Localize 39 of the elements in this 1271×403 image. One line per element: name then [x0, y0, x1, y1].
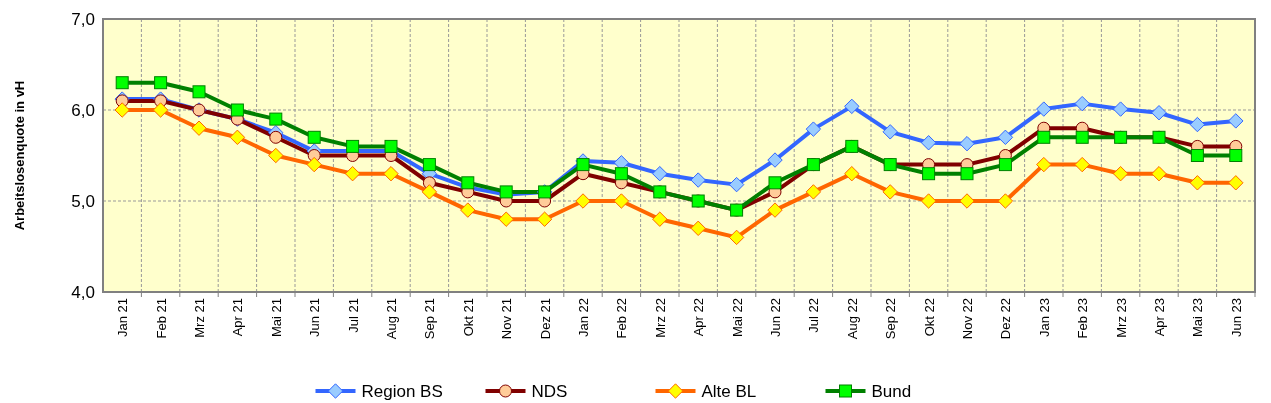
x-tick-label: Nov 21 — [499, 298, 515, 340]
x-tick-label: Mrz 23 — [1113, 298, 1129, 338]
x-tick-label: Jan 21 — [115, 298, 131, 338]
x-tick-label: Mai 21 — [268, 298, 284, 338]
y-axis-title: Arbeitslosenquote in vH — [12, 80, 27, 231]
y-tick-label: 5,0 — [71, 191, 95, 211]
legend-label: Bund — [871, 381, 912, 401]
x-tick-label: Dez 22 — [998, 298, 1014, 340]
x-tick-label: Jan 22 — [576, 298, 591, 338]
legend-label: NDS — [531, 381, 568, 401]
x-tick-label: Sep 22 — [883, 298, 899, 340]
y-tick-label: 4,0 — [71, 282, 95, 302]
x-tick-label: Dez 21 — [537, 298, 553, 340]
x-tick-label: Apr 22 — [691, 298, 707, 337]
legend-label: Alte BL — [701, 381, 757, 401]
x-tick-label: Feb 23 — [1075, 298, 1091, 339]
y-tick-label: 6,0 — [71, 100, 95, 120]
x-tick-label: Jun 23 — [1228, 298, 1244, 338]
x-tick-label: Aug 22 — [844, 298, 860, 340]
x-tick-label: Mrz 22 — [652, 298, 668, 338]
x-tick-label: Mai 23 — [1190, 298, 1206, 338]
x-tick-label: Mrz 21 — [192, 298, 207, 338]
x-tick-label: Apr 23 — [1152, 298, 1167, 337]
legend-label: Region BS — [361, 381, 443, 401]
x-tick-label: Nov 22 — [960, 298, 975, 340]
x-tick-label: Jul 22 — [806, 298, 822, 333]
x-tick-label: Mai 22 — [729, 298, 745, 338]
x-tick-label: Apr 21 — [230, 298, 246, 337]
y-tick-label: 7,0 — [71, 9, 95, 29]
x-tick-label: Jul 21 — [345, 298, 361, 333]
x-tick-label: Okt 21 — [460, 298, 476, 337]
x-tick-label: Feb 22 — [614, 298, 630, 339]
x-tick-label: Okt 22 — [921, 298, 937, 337]
x-tick-label: Jan 23 — [1036, 298, 1052, 338]
x-tick-label: Aug 21 — [384, 298, 399, 340]
x-tick-label: Jun 21 — [307, 298, 323, 338]
x-tick-label: Sep 21 — [422, 298, 438, 340]
x-tick-label: Feb 21 — [153, 298, 169, 339]
x-tick-label: Jun 22 — [768, 298, 783, 338]
